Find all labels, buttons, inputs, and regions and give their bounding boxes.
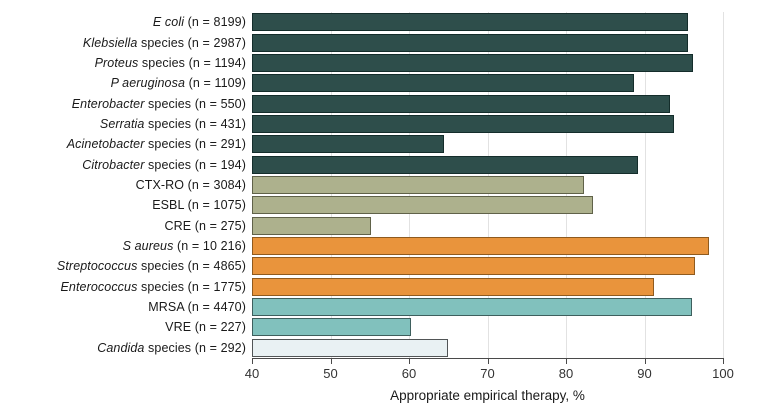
row-label: CRE (n = 275) bbox=[0, 216, 246, 236]
row-label: S aureus (n = 10 216) bbox=[0, 236, 246, 256]
bar-serratia bbox=[252, 114, 674, 133]
row-label-italic: Acinetobacter bbox=[66, 137, 145, 152]
x-tick-70 bbox=[487, 358, 489, 364]
bar-mrsa bbox=[252, 298, 693, 317]
row-label: Citrobacter species (n = 194) bbox=[0, 154, 246, 174]
row-label: Streptococcus species (n = 4865) bbox=[0, 256, 246, 276]
row-label: ESBL (n = 1075) bbox=[0, 195, 246, 215]
row-label-rest: (n = 1109) bbox=[185, 76, 246, 91]
bar-vre bbox=[252, 318, 412, 337]
row-label: MRSA (n = 4470) bbox=[0, 297, 246, 317]
row-label-rest: CTX-RO (n = 3084) bbox=[135, 177, 246, 192]
plot-area bbox=[252, 12, 724, 358]
x-tick-label-90: 90 bbox=[637, 366, 652, 381]
row-label: Klebsiella species (n = 2987) bbox=[0, 32, 246, 52]
row-label-rest: MRSA (n = 4470) bbox=[148, 300, 246, 315]
row-label-rest: VRE (n = 227) bbox=[165, 320, 246, 335]
x-tick-100 bbox=[723, 358, 724, 364]
row-label: E coli (n = 8199) bbox=[0, 12, 246, 32]
gridline-100 bbox=[723, 12, 724, 358]
row-label-rest: species (n = 2987) bbox=[137, 35, 246, 50]
row-label-rest: species (n = 292) bbox=[144, 340, 246, 355]
row-label-italic: Serratia bbox=[99, 116, 145, 131]
bar-streptococcus bbox=[252, 257, 695, 276]
x-tick-60 bbox=[409, 358, 410, 364]
row-label-italic: P aeruginosa bbox=[110, 76, 186, 91]
x-tick-50 bbox=[330, 358, 332, 364]
bar-enterobacter bbox=[252, 94, 670, 113]
bar-candida bbox=[252, 338, 449, 357]
row-label: Acinetobacter species (n = 291) bbox=[0, 134, 246, 154]
bar-citrobacter bbox=[252, 155, 639, 174]
x-tick-label-80: 80 bbox=[558, 366, 574, 381]
bar-esbl bbox=[252, 196, 593, 215]
row-label-rest: (n = 10 216) bbox=[173, 239, 246, 254]
row-label: Enterobacter species (n = 550) bbox=[0, 93, 246, 113]
row-label: Enterococcus species (n = 1775) bbox=[0, 277, 246, 297]
x-tick-90 bbox=[644, 358, 646, 364]
x-tick-label-50: 50 bbox=[323, 366, 338, 381]
row-label-rest: species (n = 1775) bbox=[137, 279, 246, 294]
row-label-italic: Klebsiella bbox=[82, 35, 138, 50]
bar-proteus bbox=[252, 53, 694, 72]
x-tick-label-60: 60 bbox=[401, 366, 417, 381]
x-tick-label-40: 40 bbox=[244, 366, 260, 381]
row-label-rest: species (n = 1194) bbox=[138, 55, 246, 70]
bar-ctx-ro bbox=[252, 176, 585, 194]
x-axis-title: Appropriate empirical therapy, % bbox=[390, 388, 585, 403]
bar-p bbox=[252, 74, 634, 93]
row-label-rest: species (n = 550) bbox=[144, 96, 246, 111]
row-label-rest: CRE (n = 275) bbox=[164, 218, 246, 233]
bar-s bbox=[252, 237, 709, 256]
row-label: CTX-RO (n = 3084) bbox=[0, 175, 246, 195]
x-tick-80 bbox=[566, 358, 567, 364]
row-label-rest: species (n = 4865) bbox=[137, 259, 246, 274]
row-label: Candida species (n = 292) bbox=[0, 338, 246, 358]
row-label: Serratia species (n = 431) bbox=[0, 114, 246, 134]
row-label-italic: Candida bbox=[97, 340, 145, 355]
row-label-italic: Proteus bbox=[94, 55, 139, 70]
gridline-90 bbox=[644, 12, 646, 358]
x-tick-40 bbox=[252, 358, 253, 364]
row-label-italic: Enterococcus bbox=[60, 279, 138, 294]
row-label-rest: ESBL (n = 1075) bbox=[152, 198, 246, 213]
bar-enterococcus bbox=[252, 277, 654, 296]
x-tick-label-70: 70 bbox=[480, 366, 495, 381]
row-labels: E coli (n = 8199) Klebsiella species (n =… bbox=[0, 12, 246, 358]
bar-e bbox=[252, 13, 689, 32]
x-tick-label-100: 100 bbox=[712, 366, 734, 381]
row-label-italic: S aureus bbox=[122, 239, 174, 254]
row-label-rest: species (n = 194) bbox=[144, 157, 246, 172]
row-label-italic: Enterobacter bbox=[71, 96, 145, 111]
row-label-italic: Streptococcus bbox=[56, 259, 138, 274]
bar-acinetobacter bbox=[252, 135, 445, 154]
row-label: VRE (n = 227) bbox=[0, 317, 246, 337]
row-label: Proteus species (n = 1194) bbox=[0, 53, 246, 73]
bar-klebsiella bbox=[252, 33, 688, 52]
row-label-rest: species (n = 291) bbox=[144, 137, 246, 152]
row-label-rest: species (n = 431) bbox=[144, 116, 246, 131]
row-label-rest: (n = 8199) bbox=[184, 15, 246, 30]
bar-cre bbox=[252, 216, 371, 235]
row-label: P aeruginosa (n = 1109) bbox=[0, 73, 246, 93]
row-label-italic: E coli bbox=[152, 15, 185, 30]
row-label-italic: Citrobacter bbox=[82, 157, 145, 172]
